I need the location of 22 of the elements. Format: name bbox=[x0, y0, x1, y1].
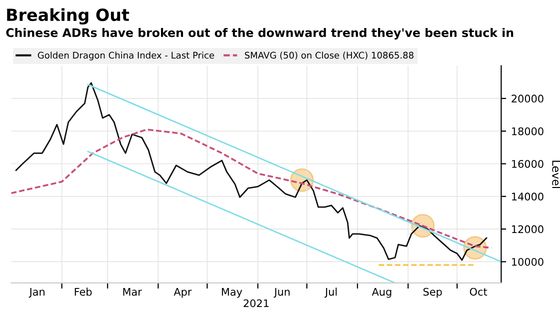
x-tick-label: Jan bbox=[28, 288, 44, 298]
x-tick-label: Sep bbox=[423, 288, 442, 298]
chart-title: Breaking Out bbox=[7, 8, 130, 24]
y-tick-label: 20000 bbox=[512, 94, 544, 103]
legend-label: Golden Dragon China Index - Last Price bbox=[38, 52, 214, 60]
x-tick-label: Jun bbox=[274, 288, 290, 298]
y-tick-label: 10000 bbox=[512, 258, 544, 266]
x-tick-label: Oct bbox=[470, 288, 488, 296]
x-tick-label: May bbox=[222, 288, 242, 298]
y-tick-label: 18000 bbox=[512, 127, 544, 136]
legend-label: SMAVG (50) on Close (HXC) 10865.88 bbox=[244, 52, 414, 60]
x-tick-label: Apr bbox=[174, 288, 192, 298]
x-axis-title: 2021 bbox=[244, 299, 268, 308]
x-tick-label: Aug bbox=[372, 288, 392, 298]
y-tick-label: 16000 bbox=[512, 160, 544, 168]
x-tick-label: Mar bbox=[123, 288, 142, 296]
x-tick-label: Jul bbox=[324, 288, 337, 298]
x-tick-label: Feb bbox=[74, 288, 92, 296]
y-tick-label: 14000 bbox=[512, 192, 544, 201]
y-tick-label: 12000 bbox=[512, 225, 544, 234]
line-series bbox=[15, 82, 488, 261]
chart-subtitle: Chinese ADRs have broken out of the downward trend they've been stuck in bbox=[6, 28, 514, 40]
